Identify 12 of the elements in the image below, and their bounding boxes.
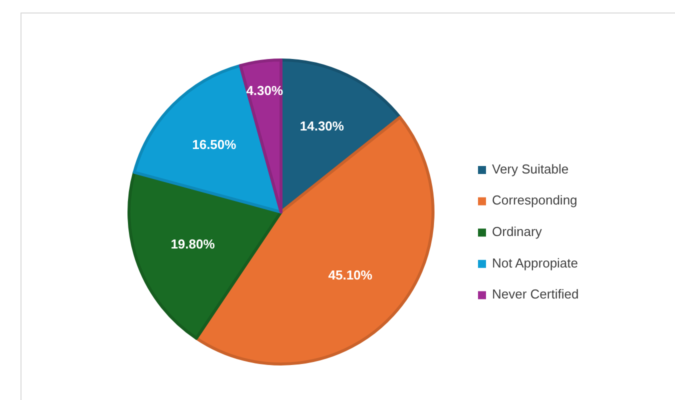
legend-label: Ordinary — [492, 224, 542, 240]
pie-slice — [238, 58, 282, 214]
legend-label: Never Certified — [492, 286, 579, 302]
data-label: 14.30% — [300, 118, 344, 134]
legend-label: Not Appropiate — [492, 255, 578, 270]
pie-slice — [132, 64, 282, 214]
legend-label: Corresponding — [492, 192, 578, 208]
data-label: 45.10% — [328, 267, 373, 282]
data-label: 16.50% — [192, 137, 237, 152]
legend-label: Very Suitable — [492, 161, 569, 176]
data-label: 19.80% — [170, 236, 216, 252]
pie-slice — [128, 170, 282, 340]
